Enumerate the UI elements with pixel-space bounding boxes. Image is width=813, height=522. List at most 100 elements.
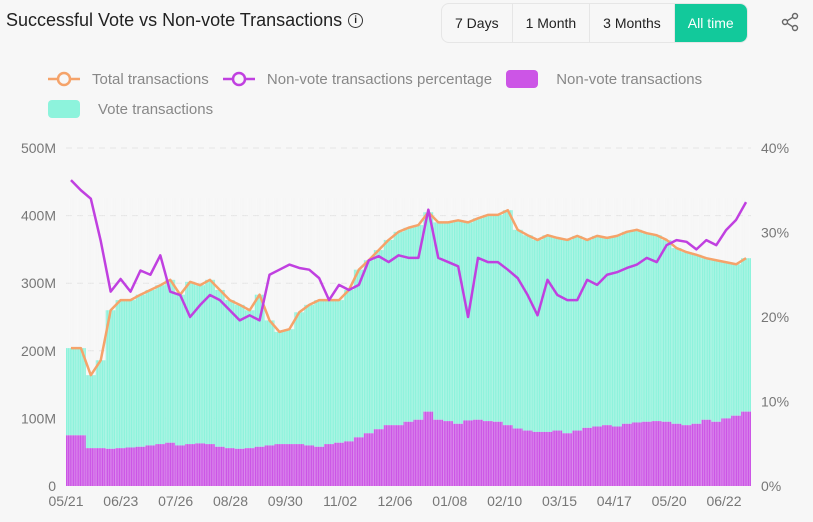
time-range-selector: 7 Days 1 Month 3 Months All time (441, 3, 748, 43)
vote-bar (244, 310, 255, 449)
vote-bar (671, 248, 682, 424)
y-left-tick-label: 400M (21, 208, 56, 224)
nonvote-bar (562, 433, 573, 486)
nonvote-bar (711, 421, 722, 486)
nonvote-bar (284, 444, 295, 486)
vote-bar (145, 289, 156, 446)
nonvote-bar (592, 426, 603, 486)
nonvote-bar (552, 430, 563, 486)
vote-bar (403, 227, 414, 422)
vote-bar (612, 235, 622, 427)
vote-bar (214, 289, 225, 447)
nonvote-bar (542, 431, 553, 486)
range-all-time-button[interactable]: All time (674, 4, 747, 42)
y-right-tick-label: 20% (761, 309, 789, 325)
vote-bar (721, 262, 732, 419)
nonvote-bar (631, 422, 642, 486)
nonvote-bar (66, 435, 76, 486)
nonvote-bar (304, 445, 315, 486)
legend-label: Vote transactions (98, 100, 214, 118)
nonvote-bar (353, 437, 364, 486)
vote-bar (75, 348, 86, 436)
nonvote-bar (234, 448, 245, 486)
nonvote-bar (294, 444, 305, 486)
vote-bar (234, 304, 245, 449)
legend-item-total[interactable]: Total transactions (48, 64, 209, 94)
nonvote-bar (721, 418, 732, 486)
nonvote-bar (244, 448, 255, 486)
total-transactions-line (70, 208, 747, 377)
vote-bar (195, 285, 205, 444)
y-right-tick-label: 0% (761, 478, 781, 494)
vote-bar (294, 312, 305, 445)
vote-bar (324, 300, 335, 445)
vote-bar (175, 294, 186, 446)
y-left-tick-label: 100M (21, 410, 56, 426)
vote-bar (552, 237, 563, 431)
vote-bar (453, 220, 464, 424)
x-tick-label: 06/23 (103, 493, 138, 509)
vote-bar (522, 235, 533, 431)
legend-label: Non-vote transactions (556, 70, 703, 88)
vote-bar (473, 218, 483, 420)
legend-item-nonvote[interactable]: Non-vote transactions (506, 64, 702, 94)
y-left-tick-label: 200M (21, 343, 56, 359)
line-marker-icon (222, 71, 255, 87)
swatch-icon (48, 100, 80, 118)
vote-bar (393, 231, 404, 426)
vote-bar (661, 239, 672, 422)
nonvote-percentage-line (70, 179, 748, 322)
vote-bar (254, 294, 265, 447)
nonvote-bar (701, 419, 712, 486)
nonvote-bar (651, 421, 662, 486)
nonvote-bar (363, 433, 374, 486)
share-icon[interactable] (780, 12, 800, 37)
nonvote-bar (602, 425, 613, 486)
vote-bar (711, 260, 722, 422)
vote-bar (66, 348, 76, 436)
x-tick-label: 08/28 (213, 493, 248, 509)
legend-item-vote[interactable]: Vote transactions (48, 94, 213, 124)
x-tick-label: 03/15 (542, 493, 577, 509)
y-left-tick-label: 500M (21, 140, 56, 156)
vote-bar (165, 279, 176, 443)
vote-bar (343, 289, 354, 442)
range-1-month-button[interactable]: 1 Month (513, 4, 591, 42)
nonvote-bar (175, 445, 186, 486)
legend-item-pct[interactable]: Non-vote transactions percentage (222, 64, 492, 94)
nonvote-bar (582, 427, 593, 486)
vote-bar (334, 300, 344, 443)
vote-bar (532, 239, 543, 432)
vote-bar (433, 222, 444, 420)
nonvote-bar (482, 421, 493, 486)
title-text: Successful Vote vs Non-vote Transactions (6, 10, 343, 30)
vote-bar (95, 360, 106, 449)
x-tick-label: 12/06 (377, 493, 412, 509)
vote-bar (353, 269, 364, 438)
range-7-days-button[interactable]: 7 Days (442, 4, 513, 42)
nonvote-bar (135, 446, 146, 486)
vote-bar (363, 260, 374, 434)
nonvote-bar (413, 419, 424, 486)
nonvote-bar (532, 431, 543, 486)
vote-bar (602, 237, 613, 426)
nonvote-bar (264, 445, 275, 486)
vote-bar (304, 304, 315, 446)
nonvote-bar (671, 423, 682, 486)
y-left-tick-label: 300M (21, 275, 56, 291)
nonvote-bar (145, 445, 156, 486)
nonvote-bar (224, 448, 235, 486)
vote-bar (85, 375, 96, 449)
nonvote-bar (731, 415, 742, 486)
vote-bar (641, 233, 652, 422)
vote-bar (691, 254, 702, 424)
nonvote-bar (741, 411, 751, 486)
vote-bar (264, 320, 275, 446)
range-3-months-button[interactable]: 3 Months (590, 4, 675, 42)
nonvote-bar (185, 444, 196, 486)
nonvote-bar (403, 421, 414, 486)
chart-title: Successful Vote vs Non-vote Transactions… (6, 10, 364, 31)
info-icon[interactable]: i (348, 13, 364, 28)
x-tick-label: 07/26 (158, 493, 193, 509)
vote-bar (135, 294, 146, 447)
